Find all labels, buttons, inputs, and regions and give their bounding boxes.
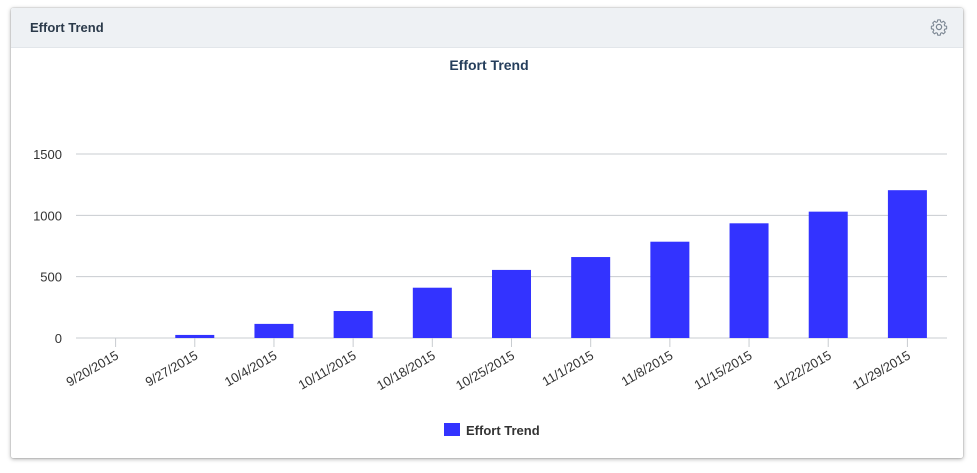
y-axis-ticks: 0 500 1000 1500 xyxy=(33,147,62,346)
effort-trend-chart: Effort Trend 0 500 1000 1500 9/20/2015 9/27/… xyxy=(33,57,947,438)
bar[interactable] xyxy=(412,287,452,338)
x-tick-label: 10/18/2015 xyxy=(374,348,438,394)
bar[interactable] xyxy=(729,223,769,338)
bar[interactable] xyxy=(571,257,611,338)
bar[interactable] xyxy=(808,211,848,338)
bar[interactable] xyxy=(650,241,690,338)
x-tick-label: 10/25/2015 xyxy=(453,348,517,394)
gear-icon[interactable] xyxy=(930,18,948,36)
chart-title: Effort Trend xyxy=(449,57,528,73)
y-tick-label: 1000 xyxy=(33,208,62,223)
x-tick-label: 9/20/2015 xyxy=(63,348,121,390)
x-tick-label: 11/29/2015 xyxy=(850,348,913,393)
y-tick-label: 0 xyxy=(55,331,62,346)
x-tick-label: 9/27/2015 xyxy=(143,348,201,390)
x-tick-label: 11/1/2015 xyxy=(539,348,596,389)
x-tick-label: 10/4/2015 xyxy=(222,348,280,390)
legend-label[interactable]: Effort Trend xyxy=(466,423,540,438)
panel-header: Effort Trend xyxy=(11,8,963,48)
bar[interactable] xyxy=(254,323,294,338)
bar[interactable] xyxy=(887,190,927,338)
panel-title: Effort Trend xyxy=(30,20,104,35)
x-tick-label: 11/8/2015 xyxy=(619,348,676,389)
bar[interactable] xyxy=(492,269,531,338)
x-axis-ticks: 9/20/2015 9/27/2015 10/4/2015 10/11/2015 10/… xyxy=(63,338,913,394)
legend-swatch[interactable] xyxy=(444,423,460,436)
x-tick-label: 11/22/2015 xyxy=(771,348,834,393)
bar[interactable] xyxy=(175,334,215,338)
x-tick-label: 11/15/2015 xyxy=(692,348,755,393)
bar[interactable] xyxy=(333,311,373,338)
y-tick-label: 500 xyxy=(40,270,62,285)
y-tick-label: 1500 xyxy=(33,147,62,162)
legend[interactable]: Effort Trend xyxy=(444,423,540,438)
effort-trend-panel: Effort Trend Effort Trend 0 500 1000 1500 9… xyxy=(11,8,963,458)
bars xyxy=(175,190,927,338)
x-tick-label: 10/11/2015 xyxy=(296,348,359,393)
